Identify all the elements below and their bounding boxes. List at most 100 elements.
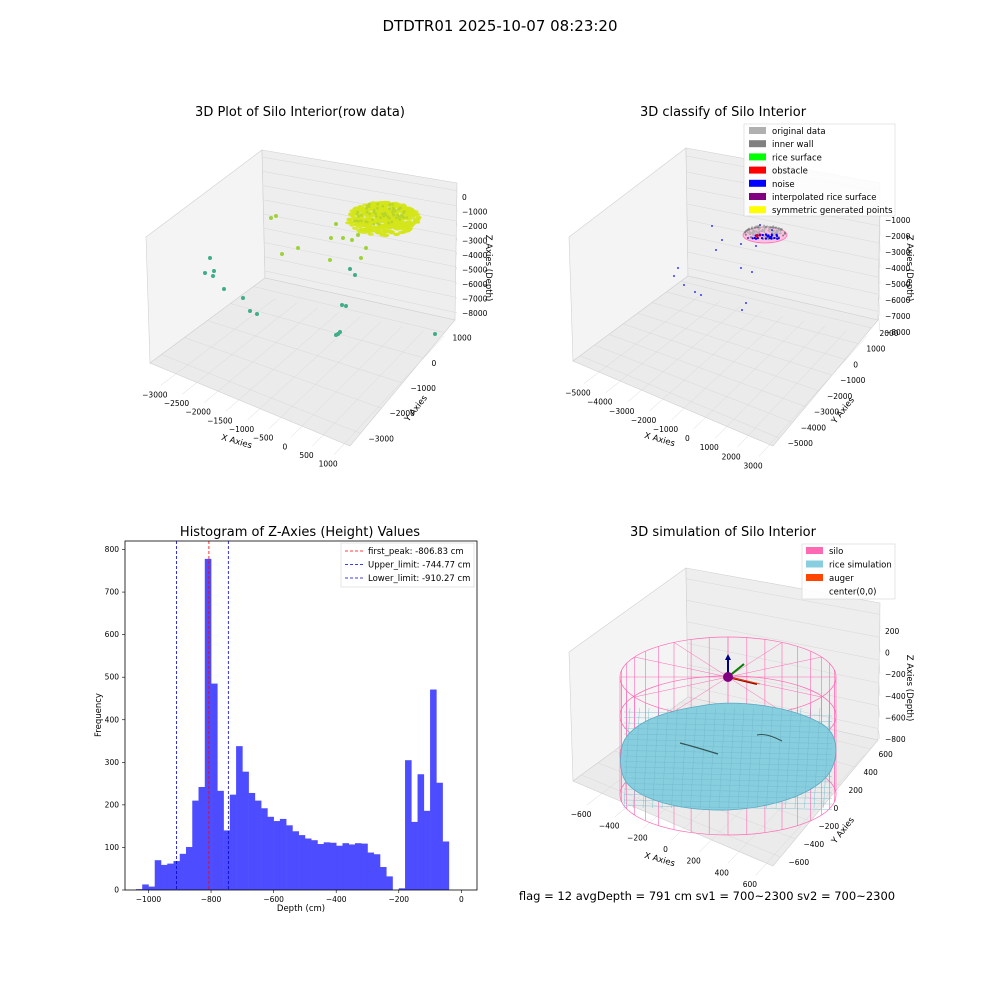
surface-point [396, 213, 399, 217]
histogram-bar [267, 816, 274, 890]
surface-point [372, 223, 376, 226]
original-point [778, 229, 781, 232]
surface-point [372, 208, 376, 212]
rice-mesh-line [747, 707, 754, 809]
inner-wall-point [746, 229, 749, 232]
noise-point [740, 243, 742, 245]
original-point [768, 231, 771, 233]
surface-point [381, 204, 385, 208]
surface-point [405, 216, 409, 219]
surface-point [393, 226, 400, 230]
y-tick-label: −600 [789, 858, 810, 867]
histogram-bar [179, 853, 187, 890]
histogram-bar [173, 861, 181, 890]
rice-mesh-line [633, 707, 640, 809]
histogram-bar [442, 841, 450, 890]
x-tick-label: −1500 [207, 416, 233, 425]
x-tick-label: −4000 [587, 398, 613, 407]
histogram-bar [142, 884, 149, 890]
y-tick-label: 800 [105, 545, 120, 554]
y-tick-label: −4000 [801, 423, 827, 432]
histogram-bar [436, 782, 443, 890]
data-point [296, 246, 300, 250]
noise-point [755, 245, 757, 247]
rice-mesh-line [623, 750, 833, 755]
panel-histogram: Histogram of Z-Axies (Height) Values −10… [94, 525, 478, 914]
surface-point [391, 210, 394, 214]
surface-point [360, 214, 363, 217]
inner-wall-point [777, 227, 780, 230]
panel-3d-simulation-legend: silo rice simulation auger center(0,0) [801, 543, 896, 600]
y-tick-label: 1000 [453, 334, 472, 343]
surface-point [387, 221, 390, 225]
x-tick-label: 3000 [744, 461, 763, 470]
original-point [753, 230, 756, 232]
data-point [364, 246, 368, 250]
surface-point [392, 213, 396, 217]
panel-3d-simulation-xlabel: X Axies [643, 851, 676, 869]
inner-wall-point [764, 226, 767, 228]
original-point [746, 231, 749, 234]
histogram-xlabel: Depth (cm) [277, 904, 325, 914]
rice-mesh-line [775, 707, 783, 809]
silo-spoke [673, 676, 729, 712]
y-tick-label: 700 [105, 588, 120, 597]
x-tick-label: −1000 [653, 425, 679, 434]
rice-mesh-line [623, 761, 833, 766]
surface-point [379, 216, 382, 220]
histogram-bar [229, 794, 237, 890]
legend-swatch [749, 206, 766, 214]
legend-swatch [749, 166, 766, 174]
original-point [779, 232, 781, 235]
histogram-bar [148, 886, 156, 890]
histogram-legend: first_peak: -806.83 cm Upper_limit: -744.… [340, 542, 475, 588]
original-point [759, 227, 761, 229]
surface-point [345, 221, 352, 225]
rice-mesh-line [623, 772, 833, 777]
surface-point [402, 216, 406, 219]
noise-point [753, 236, 756, 240]
panel-3d-raw-title: 3D Plot of Silo Interior(row data) [195, 105, 405, 120]
surface-point [393, 232, 400, 236]
histogram-bar [279, 818, 287, 890]
original-point [748, 230, 751, 233]
noise-point [775, 233, 778, 236]
surface-point [376, 222, 379, 225]
rice-mesh-line [785, 707, 792, 809]
noise-point [747, 237, 749, 239]
original-point [761, 228, 764, 231]
histogram-bar [311, 840, 318, 890]
histogram-bar [223, 830, 231, 890]
z-tick-label: −3000 [462, 237, 488, 246]
histogram-bar [198, 787, 206, 890]
x-tick-label: 1000 [319, 460, 338, 469]
data-point [341, 236, 345, 240]
z-tick-label: −4000 [885, 264, 911, 273]
surface-point [398, 218, 402, 221]
histogram-bar [367, 852, 375, 890]
x-tick-label: 400 [715, 868, 730, 877]
rice-mesh-line [623, 733, 833, 739]
histogram-title: Histogram of Z-Axies (Height) Values [180, 525, 420, 540]
data-point [340, 303, 344, 307]
original-point [752, 230, 755, 233]
surface-point [359, 207, 366, 211]
surface-point [375, 231, 382, 235]
original-point [756, 231, 758, 234]
surface-point [380, 224, 387, 228]
z-tick-label: −6000 [462, 280, 488, 289]
surface-point [355, 212, 359, 216]
rice-mesh-line [652, 707, 659, 809]
histogram-bar [273, 821, 281, 890]
histogram-bar [304, 838, 312, 890]
original-point [760, 230, 762, 232]
rice-mesh-line [623, 788, 833, 794]
data-point [248, 309, 252, 313]
legend-swatch [749, 153, 766, 161]
x-tick-label: −2000 [185, 408, 211, 417]
silo-spoke [634, 656, 729, 678]
legend-swatch [806, 574, 823, 581]
x-tick-label: 0 [459, 895, 464, 904]
surface-point [373, 219, 380, 223]
histogram-bar [336, 845, 343, 890]
